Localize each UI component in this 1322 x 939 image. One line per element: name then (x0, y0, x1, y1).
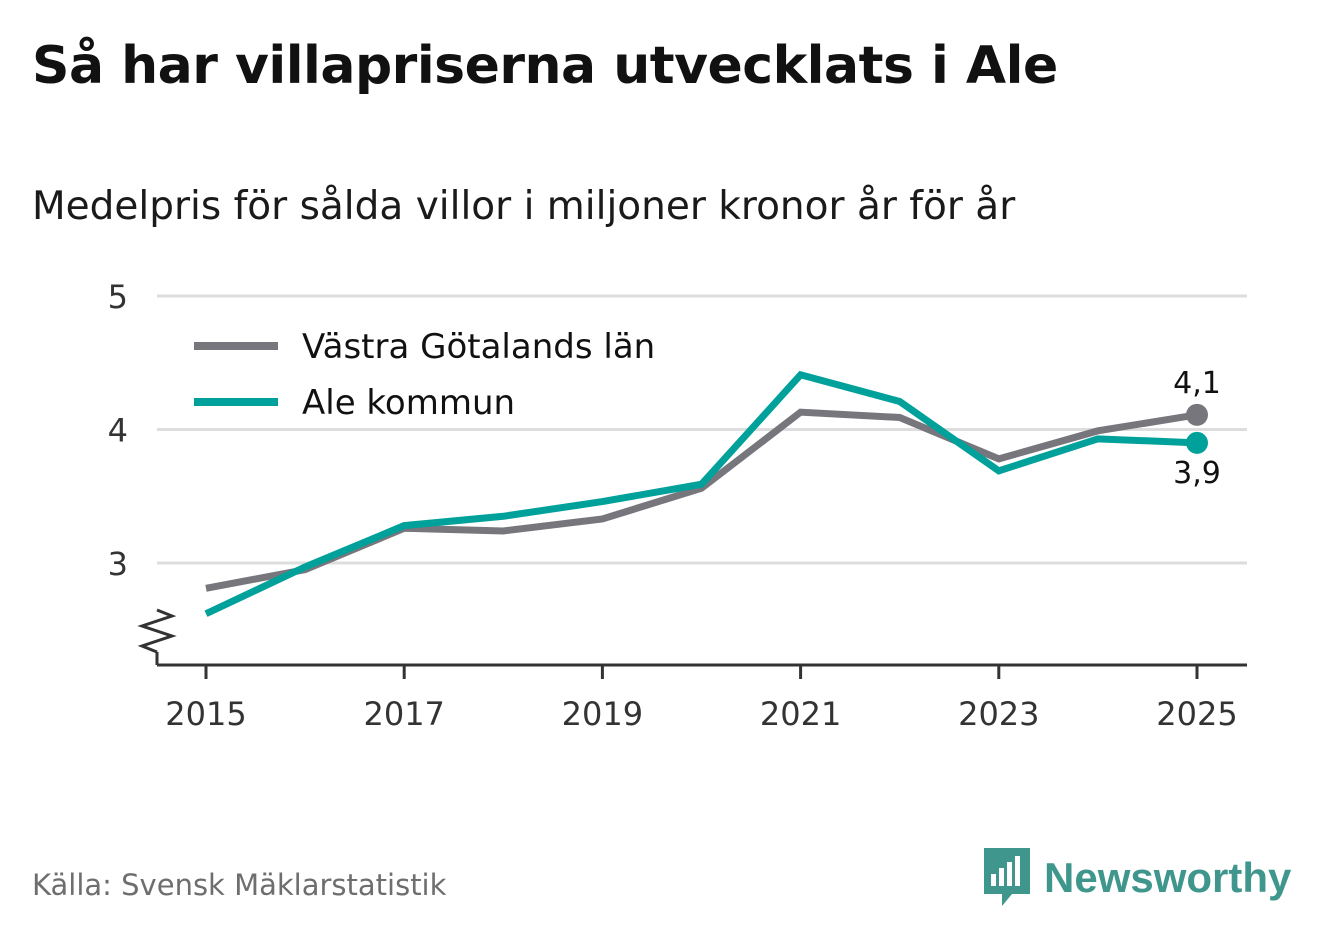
line-chart: 3 4 5 2015 2017 2019 2021 2023 2025 4,1 3,9 Västr… (108, 278, 1247, 733)
x-tick-label-2017: 2017 (363, 695, 444, 733)
x-tick-label-2019: 2019 (562, 695, 643, 733)
chart-title: Så har villapriserna utvecklats i Ale (32, 36, 1058, 96)
brand-name: Newsworthy (1044, 854, 1292, 901)
newsworthy-logo-icon (984, 848, 1030, 906)
series-line-ale-kommun (204, 370, 1198, 617)
series-end-point-vastra-gotalands-lan (1186, 403, 1208, 426)
legend-label-ale-kommun: Ale kommun (302, 383, 515, 423)
legend-label-vastra-gotalands-lan: Västra Götalands län (302, 327, 655, 367)
x-tick-label-2025: 2025 (1156, 695, 1237, 733)
x-tick-label-2015: 2015 (165, 695, 246, 733)
chart-subtitle: Medelpris för sålda villor i miljoner kr… (32, 184, 1016, 229)
series-end-point-ale-kommun (1186, 431, 1208, 454)
y-tick-label-4: 4 (108, 412, 128, 450)
end-value-label-ale-kommun: 3,9 (1173, 456, 1221, 491)
legend-background (180, 318, 685, 428)
end-value-label-vastra-gotalands-lan: 4,1 (1173, 366, 1221, 401)
brand: Newsworthy (982, 846, 1291, 910)
source-note: Källa: Svensk Mäklarstatistik (32, 868, 447, 902)
x-tick-label-2021: 2021 (760, 695, 841, 733)
y-tick-label-3: 3 (108, 545, 128, 583)
y-tick-label-5: 5 (108, 278, 128, 316)
x-tick-label-2023: 2023 (958, 695, 1039, 733)
axis-break-icon (137, 608, 177, 654)
